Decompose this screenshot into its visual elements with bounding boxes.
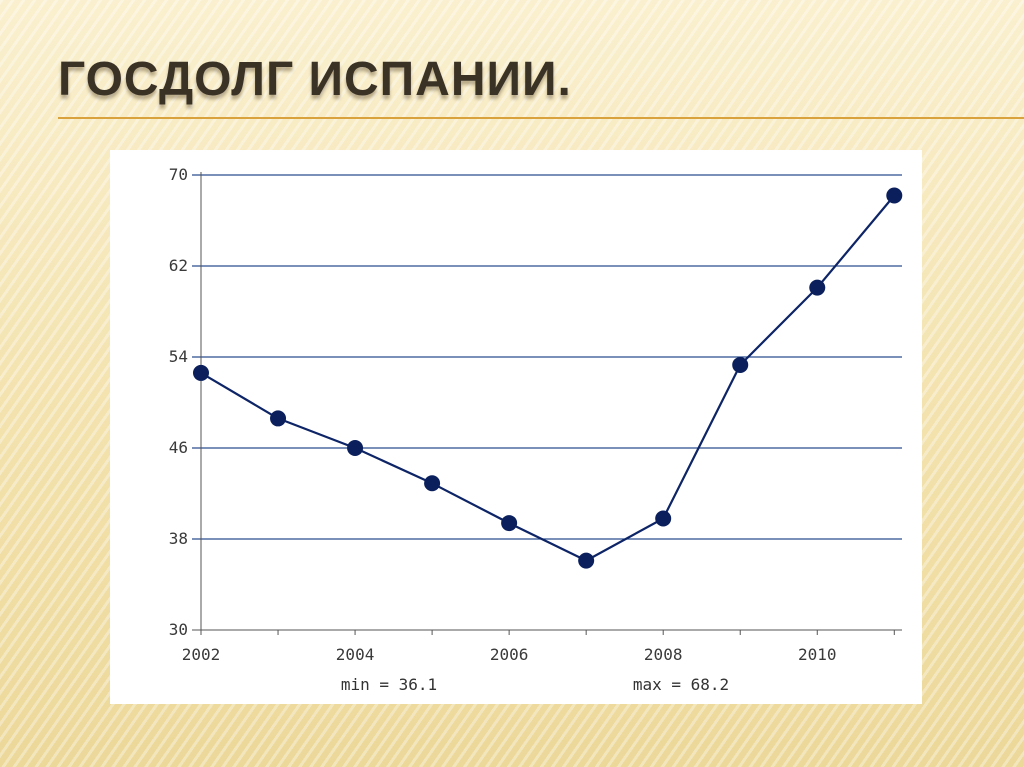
x-tick-labels: 2002 2004 2006 2008 2010	[182, 645, 837, 664]
x-tick-label-2010: 2010	[798, 645, 837, 664]
min-stat-label: min = 36.1	[341, 675, 437, 694]
y-tick-label-38: 38	[169, 529, 188, 548]
data-point-2009	[732, 356, 749, 373]
x-tick-label-2008: 2008	[644, 645, 683, 664]
series-line	[200, 194, 896, 562]
data-point-2007	[578, 552, 595, 569]
data-point-2004	[347, 440, 364, 456]
axes	[192, 172, 902, 635]
y-tick-label-70: 70	[169, 165, 188, 184]
data-point-2006	[501, 515, 518, 532]
line-chart: 30 38 46 54 62 70 2002 2004 2006 2008 2010 min = …	[169, 165, 903, 694]
series-line-path	[200, 194, 896, 562]
x-tick-label-2006: 2006	[490, 645, 529, 664]
x-tick-label-2004: 2004	[336, 645, 375, 664]
data-point-2011	[886, 187, 903, 204]
y-tick-label-54: 54	[169, 347, 188, 366]
x-tick-label-2002: 2002	[182, 645, 221, 664]
data-point-2008	[655, 510, 672, 527]
y-tick-label-62: 62	[169, 256, 188, 275]
data-point-2002	[193, 364, 209, 381]
max-stat-label: max = 68.2	[633, 675, 729, 694]
y-tick-label-46: 46	[169, 438, 188, 457]
chart-panel: 30 38 46 54 62 70 2002 2004 2006 2008 2010 min = …	[110, 150, 922, 704]
y-tick-labels: 30 38 46 54 62 70	[169, 165, 188, 639]
grid-lines	[192, 174, 902, 540]
title-underline	[58, 117, 1024, 119]
slide-title: ГОСДОЛГ ИСПАНИИ.	[58, 53, 572, 106]
data-points	[193, 187, 903, 569]
y-tick-label-30: 30	[169, 620, 188, 639]
data-point-2003	[270, 410, 287, 427]
data-point-2010	[809, 279, 826, 296]
data-point-2005	[424, 475, 441, 492]
